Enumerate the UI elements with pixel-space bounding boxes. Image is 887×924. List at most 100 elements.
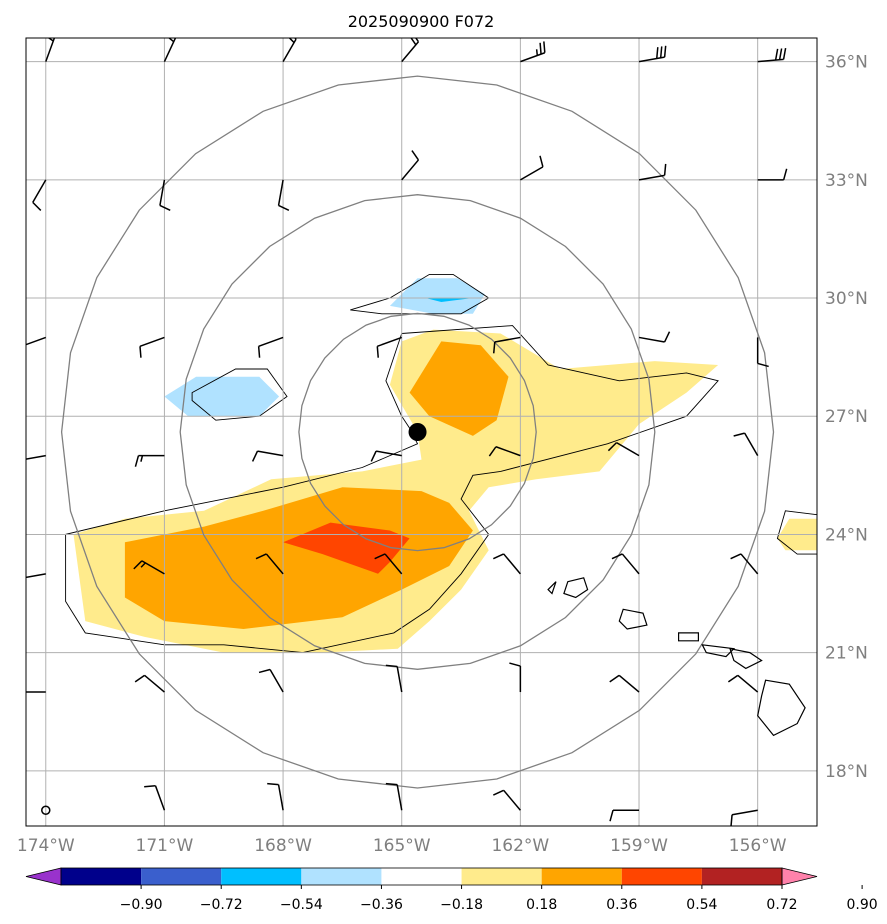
- barb-staff: [503, 553, 521, 575]
- barb-flag: [663, 163, 667, 176]
- lon-label: 168°W: [254, 836, 312, 856]
- wind-barb: [730, 553, 759, 575]
- barb-flag: [257, 346, 261, 358]
- lat-label: 33°N: [825, 171, 868, 191]
- wind-barb: [258, 668, 284, 693]
- barb-staff: [737, 674, 759, 693]
- barb-staff: [26, 573, 46, 579]
- barb-flag: [32, 201, 42, 211]
- wind-barb: [19, 573, 46, 589]
- lat-label: 36°N: [825, 53, 868, 73]
- wind-barb: [727, 674, 759, 693]
- barb-staff: [375, 450, 402, 457]
- colorbar-extend-low: [25, 867, 62, 886]
- lon-label: 171°W: [136, 836, 194, 856]
- barb-staff: [257, 450, 284, 457]
- barb-flag: [385, 664, 398, 668]
- wind-barb: [19, 454, 46, 471]
- wind-barb: [26, 336, 47, 352]
- contour-fill--0.36--0.18: [164, 376, 280, 417]
- barb-staff: [638, 56, 665, 63]
- barb-staff: [494, 336, 521, 343]
- barb-staff: [757, 58, 784, 63]
- colorbar-segment: [701, 868, 782, 885]
- wind-barb: [611, 553, 640, 575]
- wind-barb: [730, 809, 758, 826]
- barb-flag: [139, 346, 142, 358]
- barb-flag: [159, 204, 171, 211]
- colorbar-tick-label: −0.36: [360, 897, 403, 913]
- barb-staff: [520, 166, 544, 181]
- island-niihau: [547, 581, 557, 595]
- barb-flag: [19, 460, 20, 471]
- colorbar-segment: [221, 868, 302, 885]
- barb-flag: [733, 432, 745, 437]
- wind-barb: [277, 179, 290, 211]
- wind-barb: [401, 38, 420, 63]
- barb-staff: [144, 674, 165, 693]
- lat-label: 30°N: [825, 289, 868, 309]
- lat-lon-grid: [26, 38, 817, 826]
- wind-barb: [134, 454, 165, 467]
- wind-barb: [376, 336, 402, 358]
- wind-barb: [255, 553, 284, 575]
- chart-title: 2025090900 F072: [348, 12, 495, 31]
- lon-label: 159°W: [610, 836, 668, 856]
- colorbar-tick-label: 0.54: [686, 897, 717, 913]
- wind-barb: [251, 450, 284, 462]
- barb-half-flag: [140, 562, 146, 568]
- barb-flag: [385, 782, 398, 786]
- wind-barb: [257, 336, 284, 358]
- colorbar-segment: [381, 868, 462, 885]
- barb-flag: [509, 662, 521, 667]
- barb-flag: [492, 553, 504, 560]
- barb-flag: [17, 692, 20, 703]
- wind-barb: [282, 38, 297, 63]
- barb-flag: [774, 48, 779, 61]
- barb-staff: [163, 38, 177, 62]
- barb-flag: [609, 674, 620, 683]
- wind-barb: [488, 446, 521, 457]
- contour-fill--0.36--0.18: [389, 278, 485, 314]
- wind-barb: [492, 553, 521, 575]
- wind-barb: [139, 336, 165, 358]
- barb-half-flag: [535, 49, 539, 56]
- barb-flag: [778, 48, 783, 60]
- barb-staff: [265, 553, 284, 575]
- barb-staff: [401, 159, 420, 181]
- storm-center-dot: [408, 423, 427, 441]
- range-ring: [179, 194, 656, 670]
- barb-flag: [19, 578, 20, 589]
- barb-flag: [757, 362, 769, 368]
- island-nihoa: [563, 577, 589, 599]
- storm-center: [408, 423, 427, 441]
- wind-barb: [509, 662, 522, 693]
- lat-label: 27°N: [825, 407, 868, 427]
- barb-flag: [278, 204, 290, 211]
- colorbar: −0.90 −0.72 −0.54 −0.36 −0.18 0.18 0.36 0.54 0.7…: [25, 867, 878, 913]
- lon-label: 165°W: [373, 836, 431, 856]
- colorbar-segment: [301, 868, 382, 885]
- wind-barb: [757, 168, 788, 181]
- lat-label: 24°N: [825, 525, 868, 545]
- colorbar-frame: [60, 867, 783, 886]
- barb-flag: [411, 150, 420, 161]
- lat-label: 18°N: [825, 762, 868, 782]
- barb-flag: [663, 331, 671, 343]
- barb-staff: [154, 785, 166, 811]
- contour-line: [776, 510, 817, 555]
- barb-staff: [731, 809, 758, 816]
- barb-flag: [611, 553, 623, 560]
- barb-flag: [607, 442, 618, 452]
- wind-barb: [757, 48, 787, 63]
- contour-line: [350, 273, 490, 315]
- barb-staff: [26, 454, 46, 460]
- colorbar-tick-label: −0.18: [440, 897, 483, 913]
- colorbar-segment: [461, 868, 542, 885]
- barb-staff: [638, 336, 665, 343]
- wind-barb: [374, 553, 403, 575]
- island-big-island: [757, 679, 806, 737]
- island-oahu: [677, 632, 700, 642]
- barb-staff: [744, 432, 759, 457]
- barb-flag: [374, 553, 386, 560]
